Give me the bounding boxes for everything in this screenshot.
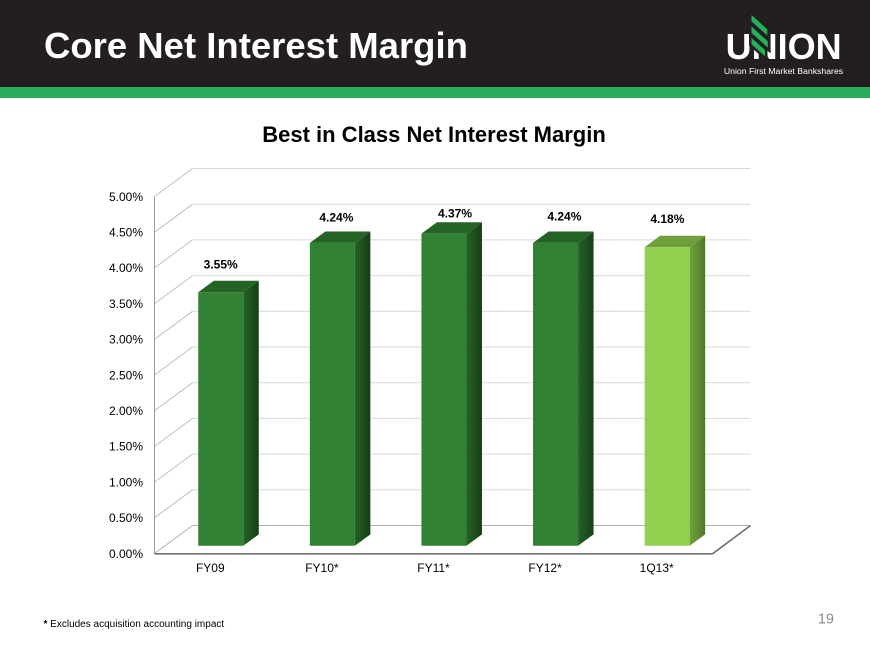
svg-text:3.50%: 3.50% [109, 297, 143, 311]
svg-text:1Q13*: 1Q13* [640, 561, 674, 575]
svg-text:3.00%: 3.00% [109, 333, 143, 347]
svg-text:4.50%: 4.50% [109, 226, 143, 240]
svg-text:4.00%: 4.00% [109, 261, 143, 275]
svg-text:1.50%: 1.50% [109, 440, 143, 454]
svg-text:Best in Class Net Interest Mar: Best in Class Net Interest Margin [262, 122, 606, 147]
svg-text:FY12*: FY12* [528, 561, 562, 575]
svg-text:* Excludes acquisition account: * Excludes acquisition accounting impact [44, 619, 225, 630]
svg-text:4.24%: 4.24% [547, 210, 581, 224]
svg-text:Union First Market Bankshares: Union First Market Bankshares [724, 66, 844, 76]
svg-text:19: 19 [818, 611, 834, 627]
svg-text:FY09: FY09 [196, 561, 225, 575]
svg-text:UNION: UNION [726, 26, 842, 67]
svg-text:1.00%: 1.00% [109, 475, 143, 489]
svg-text:3.55%: 3.55% [204, 258, 238, 272]
svg-text:0.50%: 0.50% [109, 511, 143, 525]
svg-text:0.00%: 0.00% [109, 547, 143, 561]
svg-text:4.37%: 4.37% [438, 206, 472, 220]
svg-text:FY11*: FY11* [417, 561, 450, 575]
svg-text:4.18%: 4.18% [650, 212, 684, 226]
svg-text:5.00%: 5.00% [109, 190, 143, 204]
svg-text:4.24%: 4.24% [319, 211, 353, 225]
svg-text:2.00%: 2.00% [109, 404, 143, 418]
svg-text:FY10*: FY10* [305, 561, 339, 575]
svg-text:2.50%: 2.50% [109, 368, 143, 382]
